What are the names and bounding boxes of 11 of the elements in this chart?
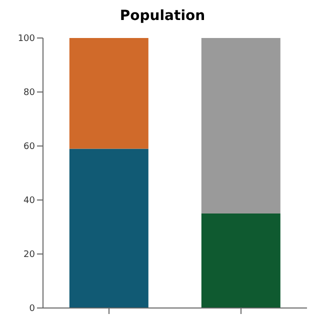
y-tick-label: 40 (24, 196, 36, 206)
y-tick-label: 80 (24, 88, 36, 98)
bar (201, 214, 280, 308)
bar (201, 38, 280, 214)
bar (69, 148, 148, 308)
bar (69, 38, 148, 149)
y-tick-label: 60 (24, 142, 36, 152)
y-tick-label: 100 (18, 34, 36, 44)
y-tick-label: 0 (29, 304, 36, 314)
y-tick-label: 20 (24, 250, 36, 260)
chart-title: Population (118, 8, 206, 24)
